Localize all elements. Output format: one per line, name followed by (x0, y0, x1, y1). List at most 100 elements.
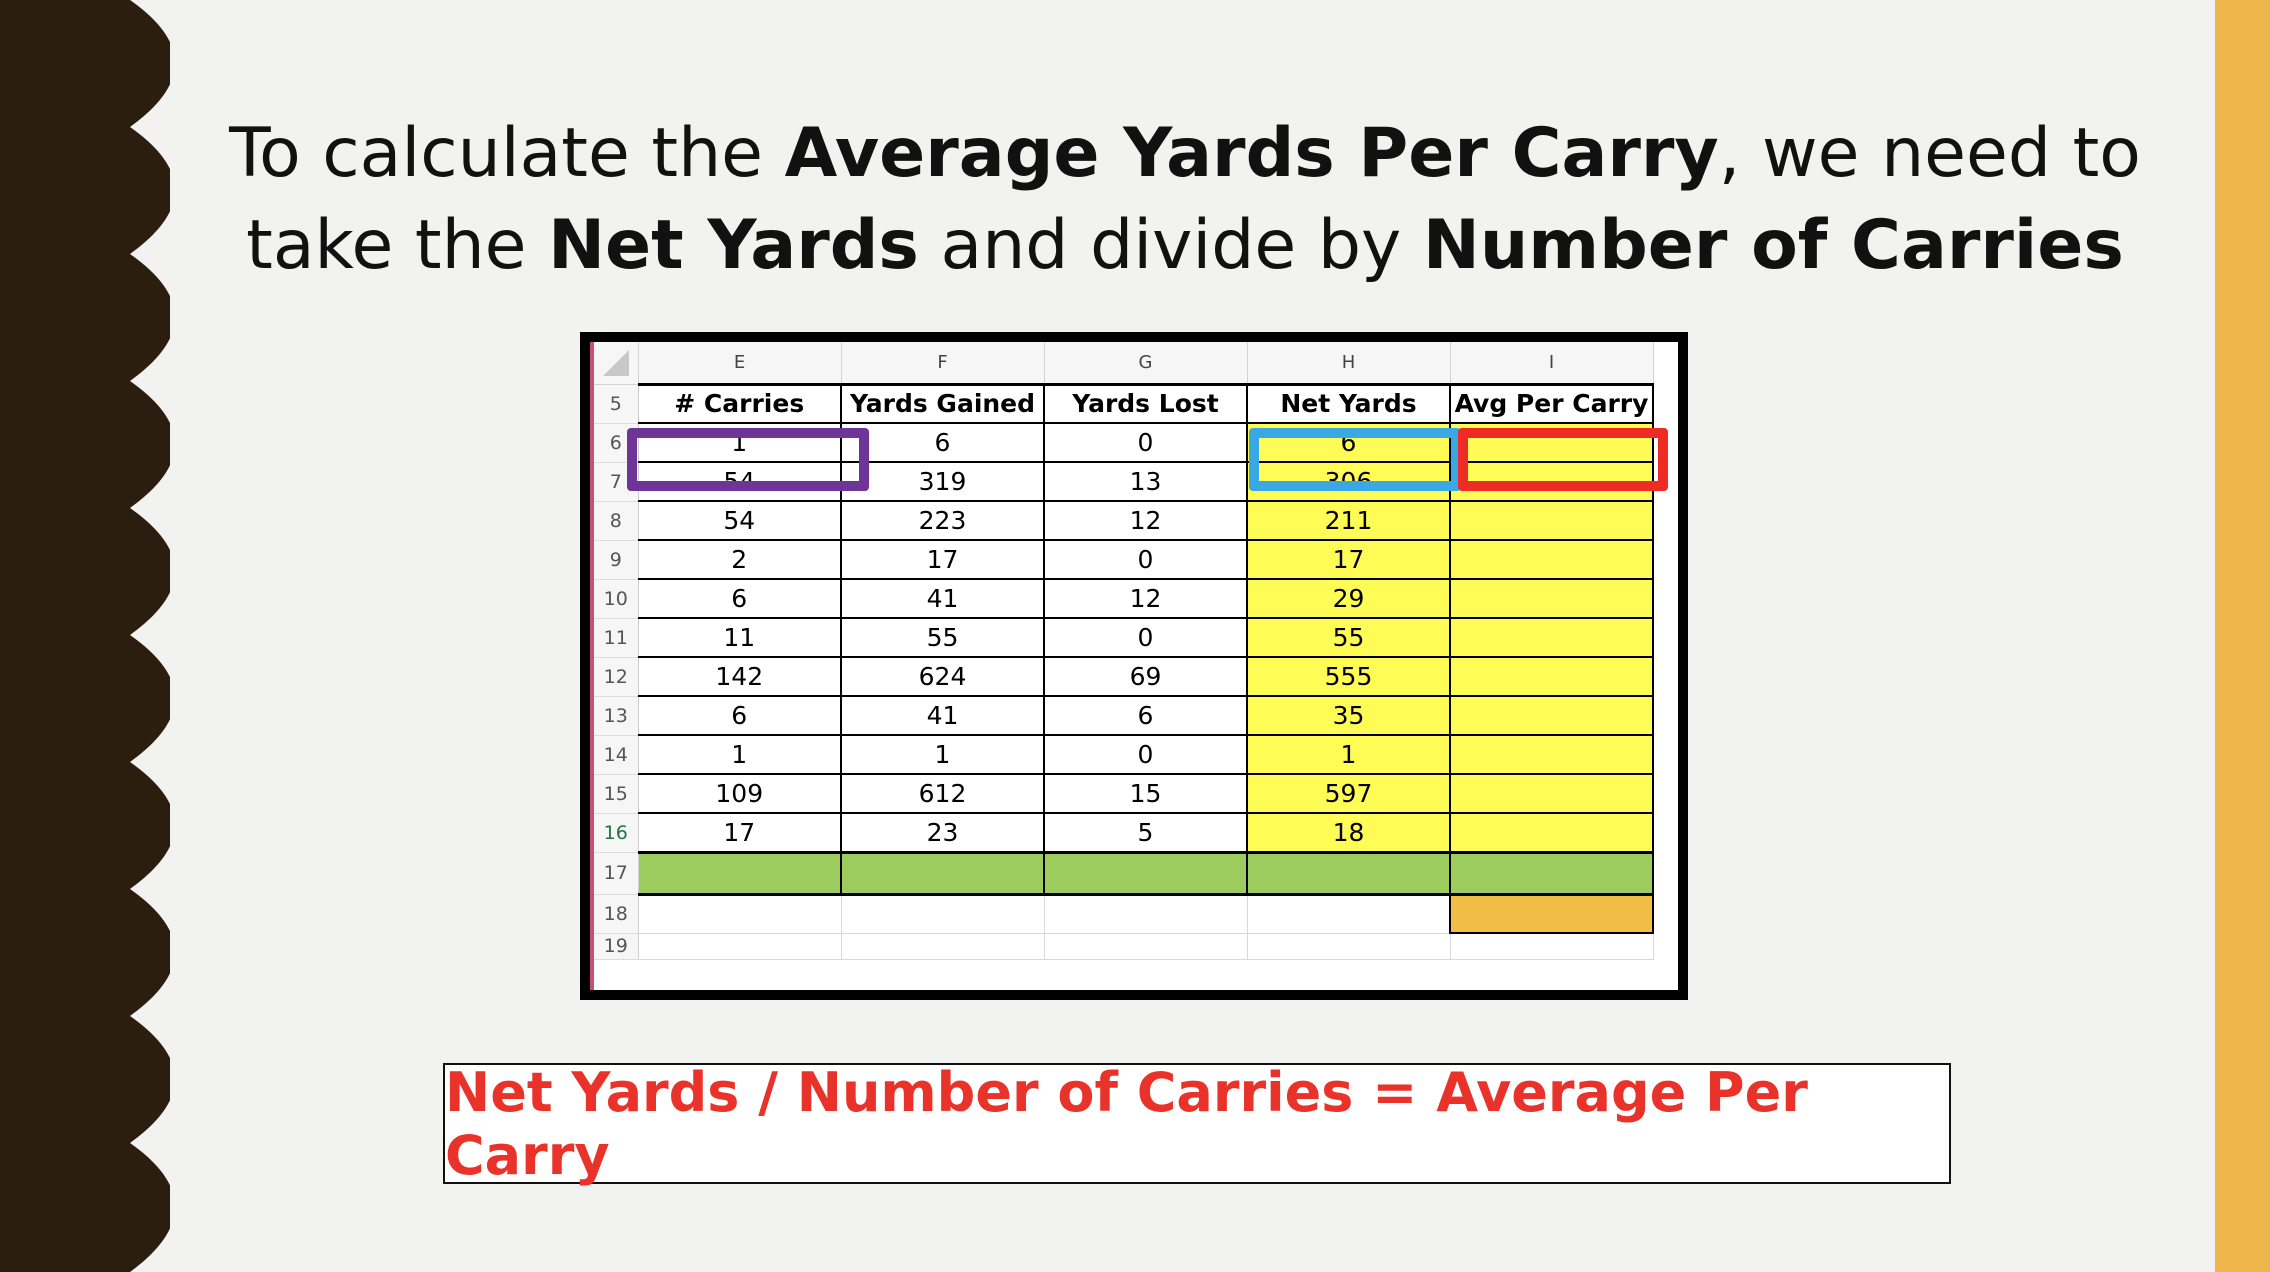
yards-lost-cell[interactable]: 0 (1044, 540, 1248, 580)
column-letter-g[interactable]: G (1044, 342, 1248, 386)
net-yards-cell[interactable]: 17 (1247, 540, 1451, 580)
row-number[interactable]: 10 (594, 579, 639, 619)
avg-per-carry-cell[interactable] (1450, 540, 1654, 580)
net-yards-cell[interactable]: 18 (1247, 813, 1451, 853)
slide-heading: To calculate the Average Yards Per Carry… (200, 108, 2170, 292)
empty-cell[interactable] (1044, 933, 1248, 960)
carries-cell[interactable]: 142 (638, 657, 842, 697)
yards-lost-cell[interactable]: 5 (1044, 813, 1248, 853)
yards-lost-cell[interactable]: 13 (1044, 462, 1248, 502)
yards-gained-cell[interactable]: 6 (841, 423, 1045, 463)
yards-gained-cell[interactable]: 612 (841, 774, 1045, 814)
yards-lost-cell[interactable]: 15 (1044, 774, 1248, 814)
row-number[interactable]: 18 (594, 894, 639, 934)
yards-lost-cell[interactable]: 0 (1044, 423, 1248, 463)
row-number[interactable]: 13 (594, 696, 639, 736)
empty-cell[interactable] (1450, 933, 1654, 960)
total-cell[interactable] (841, 850, 1045, 896)
avg-per-carry-cell[interactable] (1450, 657, 1654, 697)
net-yards-cell[interactable]: 555 (1247, 657, 1451, 697)
net-yards-cell[interactable]: 597 (1247, 774, 1451, 814)
column-letter-f[interactable]: F (841, 342, 1045, 386)
row-number[interactable]: 17 (594, 852, 639, 895)
total-cell[interactable] (1247, 850, 1451, 896)
yards-gained-cell[interactable]: 319 (841, 462, 1045, 502)
yards-lost-cell[interactable]: 0 (1044, 735, 1248, 775)
net-yards-cell[interactable]: 1 (1247, 735, 1451, 775)
column-letter-i[interactable]: I (1450, 342, 1654, 386)
table-row: 10 6 41 12 29 (594, 579, 1654, 619)
header-carries[interactable]: # Carries (638, 384, 842, 424)
avg-per-carry-cell[interactable] (1450, 774, 1654, 814)
right-accent-bar (2215, 0, 2270, 1272)
column-letter-h[interactable]: H (1247, 342, 1451, 386)
table-row: 13 6 41 6 35 (594, 696, 1654, 736)
yards-gained-cell[interactable]: 55 (841, 618, 1045, 658)
result-row: 18 (594, 893, 1654, 934)
row-number[interactable]: 11 (594, 618, 639, 658)
yards-lost-cell[interactable]: 12 (1044, 579, 1248, 619)
yards-gained-cell[interactable]: 223 (841, 501, 1045, 541)
net-yards-cell[interactable]: 211 (1247, 501, 1451, 541)
empty-cell[interactable] (638, 933, 842, 960)
avg-per-carry-highlight-box (1458, 428, 1668, 491)
select-all-corner[interactable] (594, 342, 639, 385)
carries-cell[interactable]: 6 (638, 696, 842, 736)
carries-cell[interactable]: 54 (638, 501, 842, 541)
carries-cell[interactable]: 11 (638, 618, 842, 658)
row-number[interactable]: 15 (594, 774, 639, 814)
table-row: 8 54 223 12 211 (594, 501, 1654, 541)
avg-per-carry-cell[interactable] (1450, 579, 1654, 619)
yards-lost-cell[interactable]: 12 (1044, 501, 1248, 541)
total-cell[interactable] (1450, 850, 1654, 896)
yards-gained-cell[interactable]: 17 (841, 540, 1045, 580)
row-number[interactable]: 12 (594, 657, 639, 697)
carries-cell[interactable]: 6 (638, 579, 842, 619)
empty-cell[interactable] (638, 894, 842, 934)
result-cell[interactable] (1449, 893, 1654, 934)
row-number[interactable]: 8 (594, 501, 639, 541)
carries-cell[interactable]: 109 (638, 774, 842, 814)
yards-gained-cell[interactable]: 624 (841, 657, 1045, 697)
header-yards-gained[interactable]: Yards Gained (841, 384, 1045, 424)
empty-cell[interactable] (1247, 933, 1451, 960)
header-row: 5 # Carries Yards Gained Yards Lost Net … (594, 384, 1654, 424)
empty-cell[interactable] (841, 933, 1045, 960)
empty-cell[interactable] (841, 894, 1045, 934)
avg-per-carry-cell[interactable] (1450, 618, 1654, 658)
yards-lost-cell[interactable]: 6 (1044, 696, 1248, 736)
yards-lost-cell[interactable]: 69 (1044, 657, 1248, 697)
net-yards-cell[interactable]: 55 (1247, 618, 1451, 658)
row-number[interactable]: 9 (594, 540, 639, 580)
yards-gained-cell[interactable]: 41 (841, 579, 1045, 619)
net-yards-cell[interactable]: 29 (1247, 579, 1451, 619)
yards-lost-cell[interactable]: 0 (1044, 618, 1248, 658)
header-yards-lost[interactable]: Yards Lost (1044, 384, 1248, 424)
row-number[interactable]: 16 (594, 813, 639, 853)
yards-gained-cell[interactable]: 1 (841, 735, 1045, 775)
row-number[interactable]: 5 (594, 384, 639, 424)
yards-gained-cell[interactable]: 23 (841, 813, 1045, 853)
net-yards-cell[interactable]: 35 (1247, 696, 1451, 736)
header-avg-per-carry[interactable]: Avg Per Carry (1450, 384, 1654, 424)
avg-per-carry-cell[interactable] (1450, 501, 1654, 541)
carries-cell[interactable]: 17 (638, 813, 842, 853)
total-cell[interactable] (638, 850, 842, 896)
carries-cell[interactable]: 2 (638, 540, 842, 580)
spreadsheet-screenshot: E F G H I 5 # Carries Yards Gained Yards… (580, 332, 1688, 1000)
empty-cell[interactable] (1044, 894, 1248, 934)
avg-per-carry-cell[interactable] (1450, 813, 1654, 853)
column-letter-e[interactable]: E (638, 342, 842, 386)
row-number[interactable]: 19 (594, 933, 639, 960)
avg-per-carry-cell[interactable] (1450, 735, 1654, 775)
formula-text: Net Yards / Number of Carries = Average … (445, 1060, 1808, 1187)
avg-per-carry-cell[interactable] (1450, 696, 1654, 736)
row-number[interactable]: 14 (594, 735, 639, 775)
carries-cell[interactable]: 1 (638, 735, 842, 775)
header-net-yards[interactable]: Net Yards (1247, 384, 1451, 424)
empty-cell[interactable] (1247, 894, 1451, 934)
table-row: 9 2 17 0 17 (594, 540, 1654, 580)
total-cell[interactable] (1044, 850, 1248, 896)
partial-row: 19 (594, 933, 1654, 960)
yards-gained-cell[interactable]: 41 (841, 696, 1045, 736)
